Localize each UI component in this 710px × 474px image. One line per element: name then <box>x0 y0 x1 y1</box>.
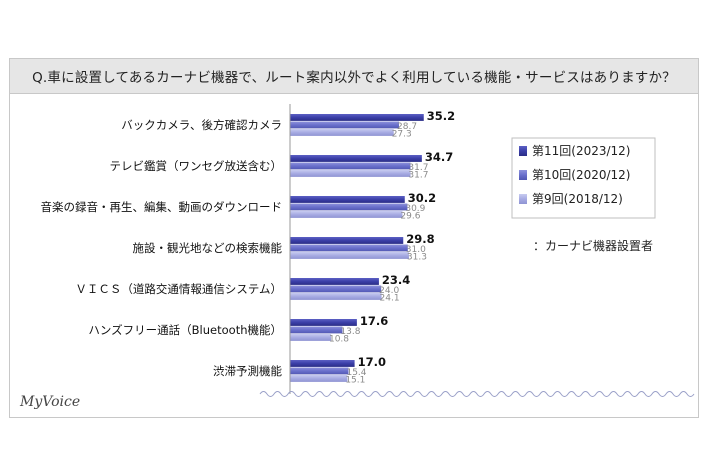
data-label: 15.1 <box>345 376 365 386</box>
bar <box>290 278 379 285</box>
category-label: ハンズフリー通話（Bluetooth機能） <box>88 323 282 337</box>
legend-swatch <box>519 146 527 156</box>
bar <box>290 360 355 367</box>
axis-break-line <box>259 391 695 397</box>
bar <box>290 121 400 129</box>
legend-entry: 第10回(2020/12) <box>532 168 631 182</box>
data-label: 27.3 <box>392 130 412 140</box>
data-label: 24.0 <box>379 286 399 296</box>
chart-title-bar: Q.車に設置してあるカーナビ機器で、ルート案内以外でよく利用している機能・サービ… <box>9 58 699 94</box>
category-label: 音楽の録音・再生、編集、動画のダウンロード <box>41 200 283 214</box>
legend-note: ：カーナビ機器設置者 <box>533 238 653 253</box>
data-label: 30.2 <box>408 191 436 205</box>
bar <box>290 252 409 259</box>
legend-box <box>511 137 656 219</box>
legend-swatch <box>519 194 527 204</box>
bar <box>290 244 408 252</box>
data-label: 24.1 <box>380 294 400 304</box>
category-label: 渋滞予測機能 <box>213 364 282 378</box>
data-label: 31.3 <box>407 253 427 263</box>
bar <box>290 326 343 334</box>
bar <box>290 285 382 293</box>
data-label: 23.4 <box>382 273 410 287</box>
category-label: 施設・観光地などの検索機能 <box>133 241 283 255</box>
bar <box>290 319 357 326</box>
bar <box>290 170 411 177</box>
data-label: 35.2 <box>427 109 455 123</box>
data-label: 17.0 <box>358 355 386 369</box>
data-label: 15.4 <box>346 368 366 378</box>
bar <box>290 367 349 375</box>
data-label: 29.6 <box>400 212 420 222</box>
chart-title: Q.車に設置してあるカーナビ機器で、ルート案内以外でよく利用している機能・サービ… <box>32 70 676 86</box>
data-label: 29.8 <box>406 232 434 246</box>
category-label: ＶＩＣＳ（道路交通情報通信システム） <box>75 282 282 296</box>
bar <box>290 211 403 218</box>
bar <box>290 237 404 244</box>
bar <box>290 375 348 382</box>
data-label: 10.8 <box>329 335 349 345</box>
data-label: 30.9 <box>405 204 425 214</box>
bar <box>290 334 332 341</box>
bar <box>290 114 424 121</box>
data-label: 31.7 <box>408 171 428 181</box>
data-label: 31.7 <box>408 163 428 173</box>
legend: 第11回(2023/12) 第10回(2020/12) 第9回(2018/12) <box>511 137 656 219</box>
plot-area: 35.228.727.334.731.731.730.230.929.629.8… <box>289 104 455 394</box>
bar <box>290 293 382 300</box>
brand-logo: MyVoice <box>19 394 80 410</box>
bar <box>290 155 422 162</box>
category-label: テレビ鑑賞（ワンセグ放送含む） <box>110 159 283 173</box>
category-label: バックカメラ、後方確認カメラ <box>121 118 282 132</box>
data-label: 28.7 <box>397 122 417 132</box>
bar <box>290 203 408 211</box>
bar <box>290 162 411 170</box>
bar <box>290 129 394 136</box>
legend-swatch <box>519 170 527 180</box>
bar <box>290 196 405 203</box>
data-label: 34.7 <box>425 150 453 164</box>
data-label: 13.8 <box>340 327 360 337</box>
data-label: 17.6 <box>360 314 388 328</box>
legend-entry: 第9回(2018/12) <box>532 192 623 206</box>
data-label: 31.0 <box>406 245 426 255</box>
legend-entry: 第11回(2023/12) <box>532 144 631 158</box>
